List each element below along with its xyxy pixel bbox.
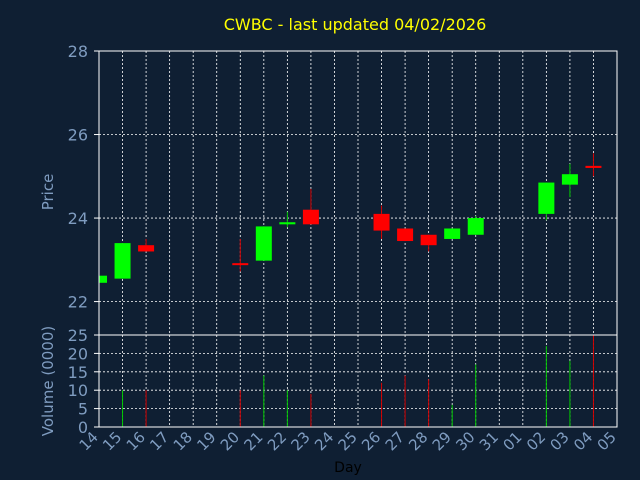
chart-title: CWBC - last updated 04/02/2026 xyxy=(224,15,487,34)
candle-body xyxy=(538,182,555,214)
price-tick-label: 22 xyxy=(68,293,88,312)
price-tick-label: 24 xyxy=(68,209,88,228)
volume-tick-label: 10 xyxy=(68,381,88,400)
price-tick-label: 28 xyxy=(68,42,88,61)
candle-body xyxy=(255,226,272,261)
volume-tick-label: 0 xyxy=(78,418,88,437)
candle-body xyxy=(373,213,390,231)
volume-tick-label: 15 xyxy=(68,363,88,382)
candle-body xyxy=(99,275,107,283)
candle-body xyxy=(279,222,296,225)
x-axis-label: Day xyxy=(334,460,362,476)
price-axis-label: Price xyxy=(39,174,57,211)
x-axis-ticks: 1415161718192021222324252627282930310102… xyxy=(76,428,620,454)
candle-body xyxy=(114,243,131,279)
price-candles xyxy=(98,153,602,283)
candle-body xyxy=(420,234,437,246)
volume-frame xyxy=(98,334,618,428)
candle-body xyxy=(444,228,461,239)
volume-bars xyxy=(122,335,594,427)
candle-body xyxy=(302,209,319,225)
candle-body xyxy=(467,218,484,235)
volume-axis-label: Volume (0000) xyxy=(39,326,57,436)
candle-body xyxy=(232,263,249,266)
volume-tick-label: 5 xyxy=(78,400,88,419)
price-y-ticks: 22 24 26 28 xyxy=(68,42,99,312)
price-panel: 22 24 26 28 Price xyxy=(39,42,618,336)
candle-body xyxy=(138,245,155,252)
volume-tick-label: 25 xyxy=(68,326,88,345)
candle-body xyxy=(397,228,414,242)
price-tick-label: 26 xyxy=(68,126,88,145)
candle-body xyxy=(561,174,578,185)
volume-tick-label: 20 xyxy=(68,344,88,363)
candle-body xyxy=(585,165,602,168)
